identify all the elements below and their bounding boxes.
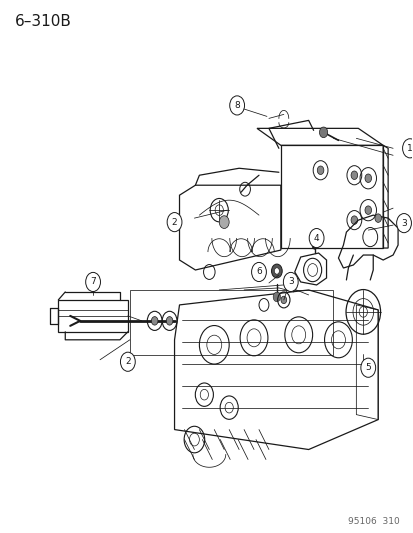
Circle shape bbox=[151, 317, 158, 325]
Circle shape bbox=[282, 272, 297, 292]
Circle shape bbox=[311, 243, 316, 249]
Circle shape bbox=[396, 214, 411, 233]
Text: 3: 3 bbox=[287, 278, 293, 286]
Circle shape bbox=[251, 262, 266, 281]
Circle shape bbox=[309, 229, 323, 248]
Circle shape bbox=[350, 171, 357, 180]
Text: 6–310B: 6–310B bbox=[15, 14, 72, 29]
Text: 2: 2 bbox=[171, 217, 177, 227]
Text: 1: 1 bbox=[406, 144, 412, 153]
Text: 95106  310: 95106 310 bbox=[347, 517, 399, 526]
Text: 4: 4 bbox=[313, 233, 319, 243]
Text: 8: 8 bbox=[234, 101, 240, 110]
Circle shape bbox=[273, 292, 280, 302]
Circle shape bbox=[274, 268, 279, 274]
Circle shape bbox=[120, 352, 135, 372]
Text: 7: 7 bbox=[90, 278, 96, 286]
Text: 6: 6 bbox=[256, 268, 261, 277]
Circle shape bbox=[166, 317, 173, 325]
Circle shape bbox=[401, 139, 413, 158]
Circle shape bbox=[364, 174, 370, 182]
Circle shape bbox=[85, 272, 100, 292]
Circle shape bbox=[364, 206, 370, 214]
Circle shape bbox=[271, 264, 282, 278]
Circle shape bbox=[229, 96, 244, 115]
Circle shape bbox=[316, 166, 323, 174]
Circle shape bbox=[350, 216, 357, 224]
Circle shape bbox=[360, 358, 375, 377]
Circle shape bbox=[219, 216, 229, 229]
Circle shape bbox=[280, 296, 286, 304]
Circle shape bbox=[167, 213, 181, 232]
Text: 2: 2 bbox=[125, 357, 131, 366]
Text: 5: 5 bbox=[365, 363, 370, 372]
Circle shape bbox=[374, 214, 380, 222]
Text: 3: 3 bbox=[400, 219, 406, 228]
Circle shape bbox=[319, 127, 327, 138]
